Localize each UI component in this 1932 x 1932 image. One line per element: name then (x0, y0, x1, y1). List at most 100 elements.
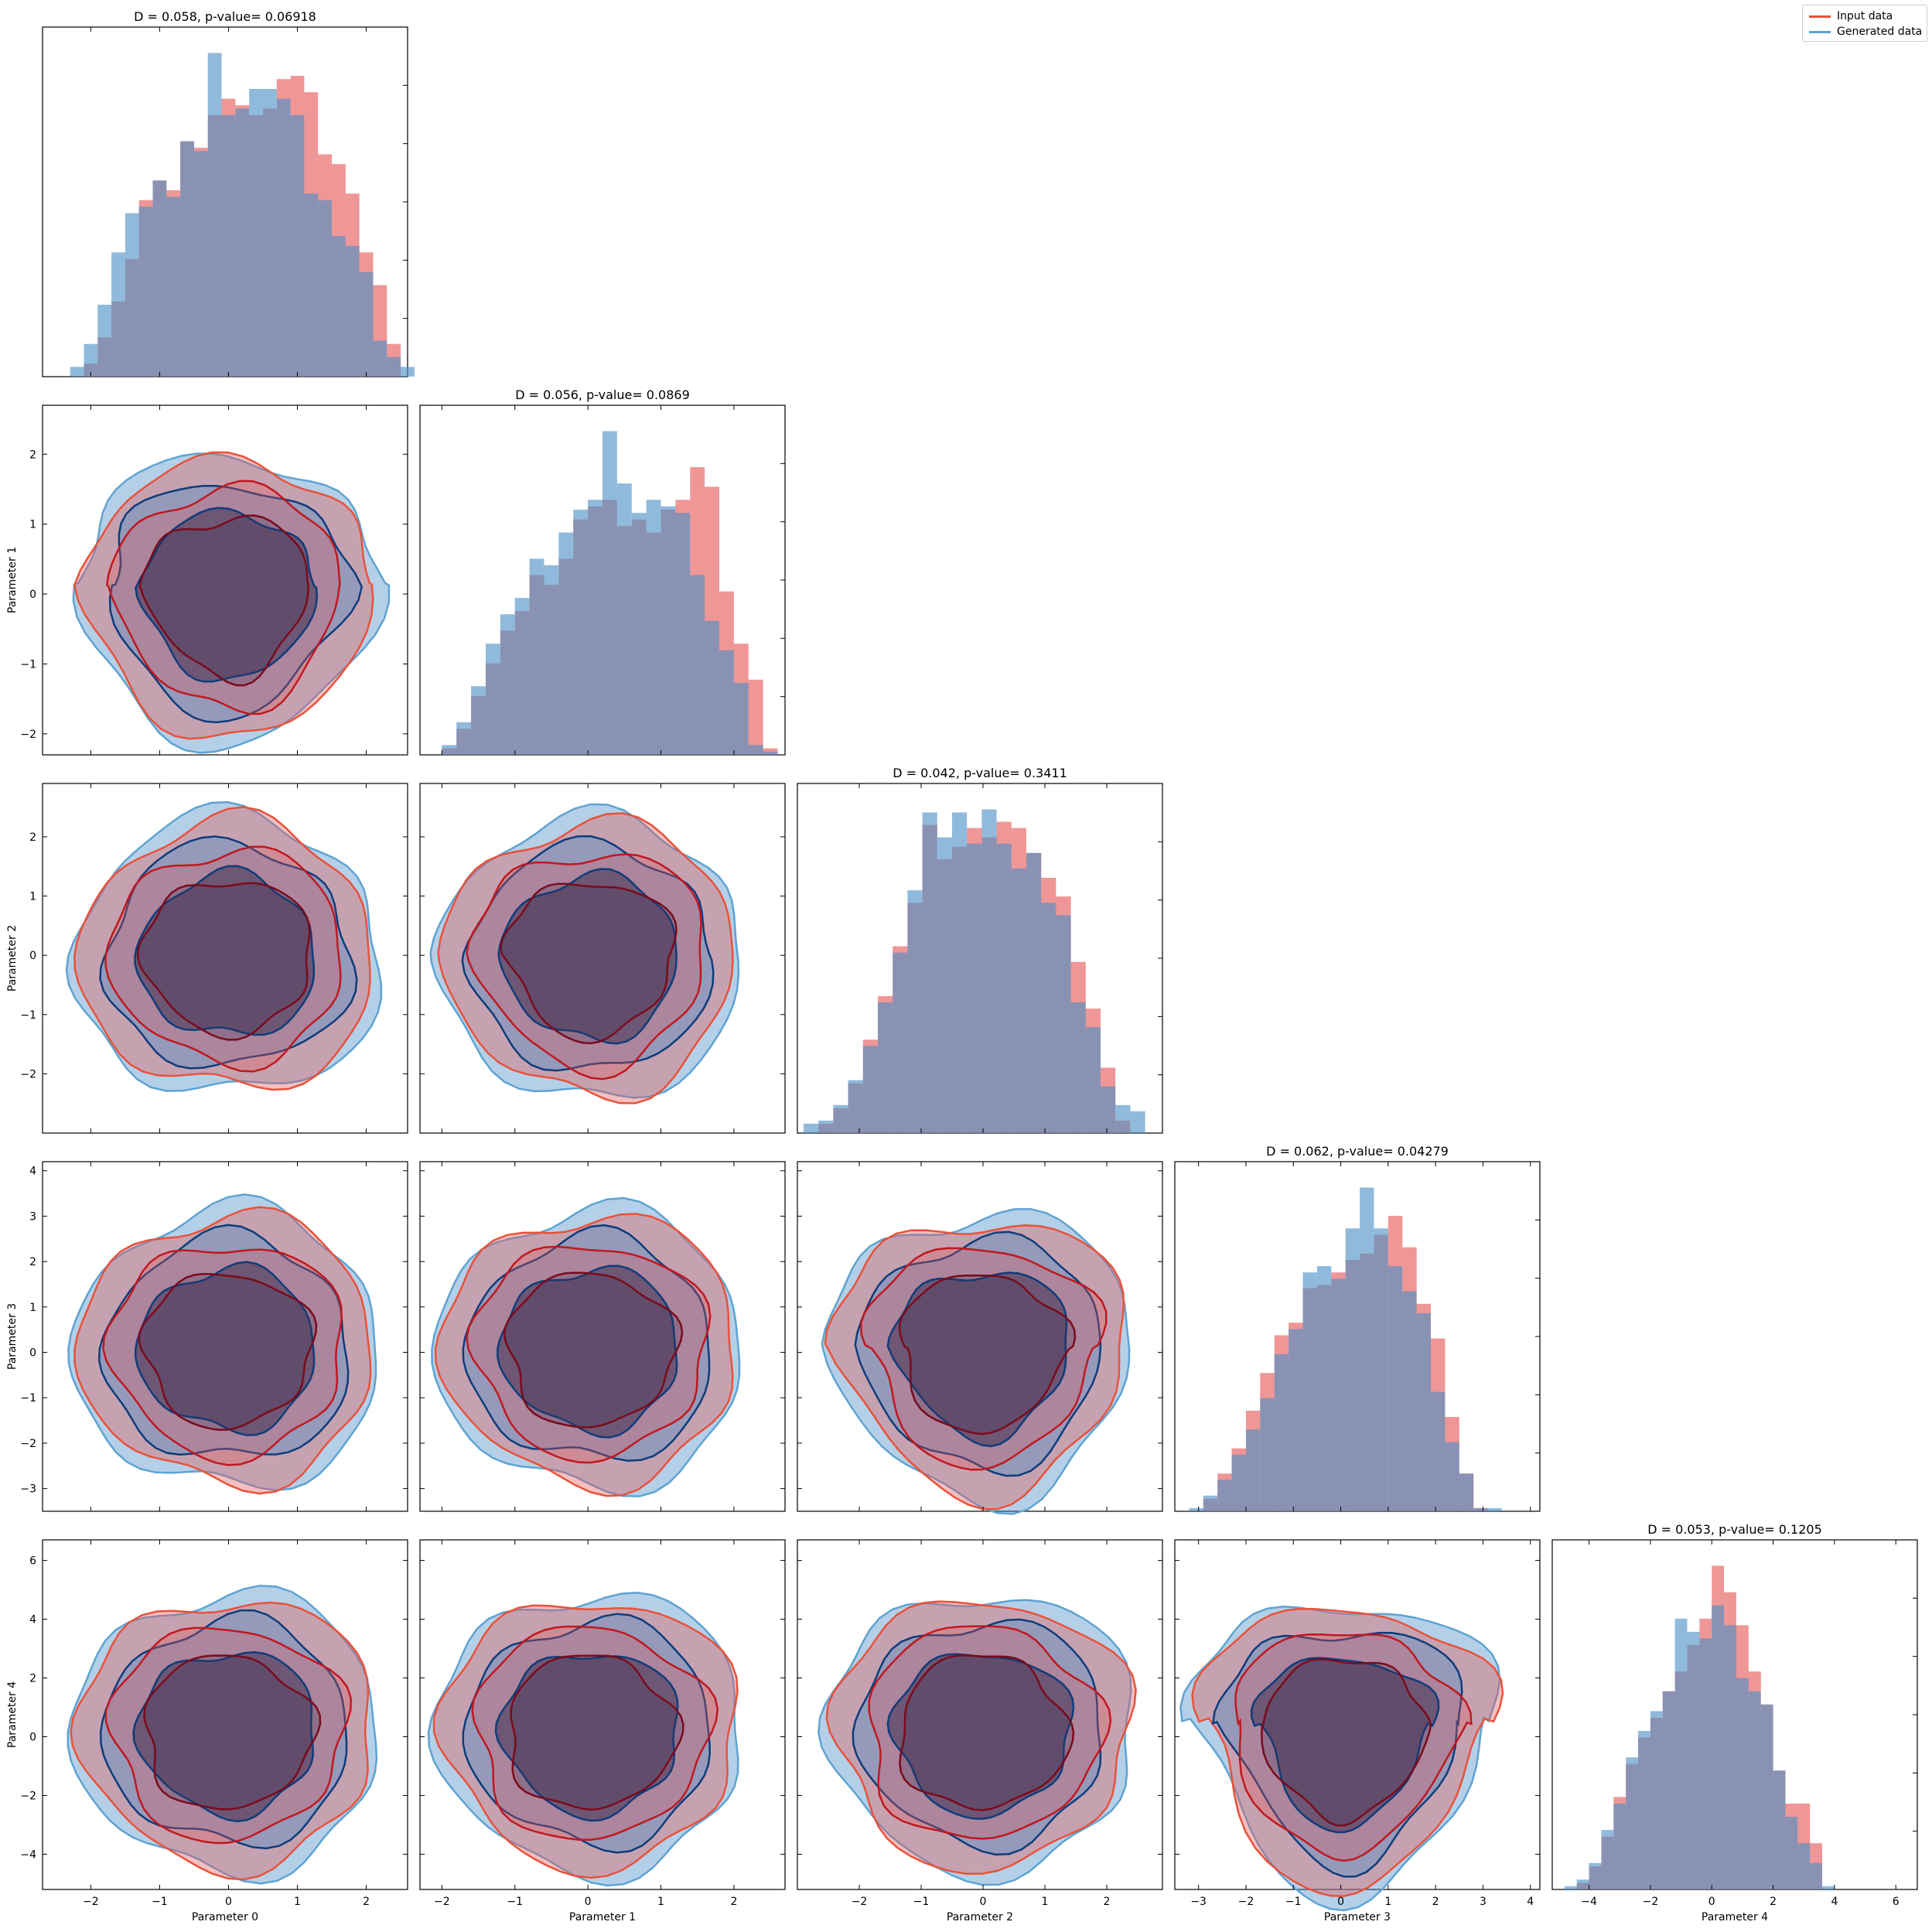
y-tick-label: 2 (29, 831, 36, 844)
input-contour-inner (898, 1274, 1077, 1435)
generated-contour-inner (494, 1655, 679, 1822)
legend: Input data Generated data (1802, 5, 1927, 42)
x-tick-label: −2 (852, 1896, 868, 1908)
generated-hist-bar (1822, 1886, 1835, 1889)
generated-hist-bar (1245, 1429, 1261, 1511)
x-tick-label: −3 (1190, 1896, 1207, 1908)
y-tick-label: 1 (29, 891, 36, 903)
generated-line-swatch (1809, 30, 1831, 33)
generated-hist-bar (967, 843, 982, 1133)
generated-hist-bar (529, 558, 544, 755)
generated-hist-bar (804, 1123, 819, 1133)
x-tick-label: 1 (657, 1896, 664, 1908)
generated-hist-bar (401, 367, 415, 377)
y-tick-label: −1 (20, 1392, 36, 1405)
generated-hist-bar (1189, 1507, 1203, 1511)
generated-hist-bar (1687, 1631, 1700, 1889)
x-axis-label: Parameter 2 (947, 1911, 1013, 1923)
generated-hist-bar (359, 271, 374, 377)
generated-hist-bar (180, 141, 194, 377)
y-tick-label: −3 (20, 1483, 36, 1496)
x-tick-label: −1 (1285, 1896, 1302, 1908)
generated-hist-bar (1101, 1086, 1116, 1133)
generated-hist-bar (1662, 1691, 1675, 1889)
generated-hist-bar (1289, 1329, 1303, 1511)
generated-hist-bar (952, 812, 968, 1133)
y-tick-label: 2 (29, 449, 36, 461)
x-tick-label: −1 (152, 1896, 168, 1908)
generated-hist-bar (1402, 1291, 1417, 1511)
generated-hist-bar (660, 506, 676, 755)
generated-hist-bar (705, 620, 720, 755)
generated-hist-bar (690, 575, 705, 755)
generated-hist-bar (1360, 1187, 1374, 1511)
generated-hist-bar (848, 1080, 863, 1133)
generated-hist-bar (387, 357, 401, 377)
generated-hist-bar (1085, 1027, 1101, 1133)
generated-hist-bar (1459, 1473, 1474, 1511)
generated-hist-bar (1231, 1454, 1246, 1511)
y-axis-label: Parameter 4 (6, 1681, 19, 1748)
x-tick-label: 2 (1104, 1896, 1111, 1908)
generated-hist-bar (1601, 1830, 1614, 1889)
generated-hist-bar (1785, 1817, 1798, 1889)
x-tick-label: 2 (1432, 1896, 1439, 1908)
generated-hist-bar (1589, 1862, 1602, 1889)
y-tick-label: −2 (20, 1068, 36, 1080)
generated-contour-inner (134, 865, 316, 1036)
x-tick-label: −1 (507, 1896, 523, 1908)
x-tick-label: 2 (1770, 1896, 1777, 1908)
x-tick-label: 1 (294, 1896, 301, 1908)
legend-item-generated: Generated data (1809, 24, 1922, 39)
x-tick-label: 4 (1527, 1896, 1534, 1908)
generated-hist-bar (544, 565, 559, 755)
generated-hist-bar (166, 196, 181, 377)
generated-hist-bar (818, 1120, 834, 1133)
diagonal-title: D = 0.056, p-value= 0.0869 (515, 387, 690, 402)
y-tick-label: 4 (29, 1166, 36, 1178)
x-tick-label: 2 (730, 1896, 737, 1908)
generated-hist-bar (833, 1104, 848, 1133)
input-contour-inner (1261, 1658, 1432, 1827)
x-tick-label: −2 (83, 1896, 99, 1908)
y-tick-label: 0 (29, 589, 36, 601)
generated-hist-bar (1712, 1605, 1725, 1889)
x-tick-label: 6 (1893, 1896, 1900, 1908)
generated-hist-bar (84, 343, 98, 377)
x-tick-label: 1 (1042, 1896, 1049, 1908)
generated-hist-bar (1674, 1618, 1688, 1889)
y-tick-label: 2 (29, 1673, 36, 1685)
x-tick-label: 0 (225, 1896, 232, 1908)
x-axis-label: Parameter 1 (569, 1911, 636, 1923)
x-tick-label: 0 (980, 1896, 987, 1908)
x-tick-label: −2 (434, 1896, 450, 1908)
generated-contour-inner (132, 1650, 314, 1823)
generated-contour-inner (497, 1265, 678, 1439)
generated-hist-bar (907, 890, 923, 1133)
y-tick-label: 0 (29, 1347, 36, 1360)
generated-hist-bar (1331, 1278, 1346, 1511)
generated-hist-bar (646, 500, 661, 755)
x-tick-label: 0 (1337, 1896, 1344, 1908)
generated-hist-bar (221, 114, 236, 377)
generated-hist-bar (588, 500, 602, 755)
generated-hist-bar (1748, 1691, 1761, 1889)
generated-hist-bar (1374, 1228, 1388, 1511)
generated-hist-bar (602, 431, 617, 755)
y-tick-label: 3 (29, 1210, 36, 1223)
generated-hist-bar (193, 151, 208, 377)
x-axis-label: Parameter 4 (1702, 1911, 1768, 1923)
generated-hist-bar (318, 200, 333, 377)
generated-hist-bar (345, 245, 360, 377)
generated-hist-bar (1445, 1442, 1459, 1511)
y-axis-label: Parameter 2 (6, 925, 19, 992)
generated-hist-bar (1011, 868, 1026, 1133)
generated-hist-bar (1576, 1879, 1589, 1889)
x-axis-label: Parameter 0 (192, 1911, 258, 1923)
x-tick-label: −4 (1581, 1896, 1597, 1908)
generated-hist-bar (1487, 1507, 1502, 1511)
generated-hist-bar (500, 614, 515, 755)
generated-hist-bar (332, 236, 346, 377)
generated-hist-bar (1736, 1678, 1749, 1889)
generated-hist-bar (1613, 1803, 1626, 1889)
